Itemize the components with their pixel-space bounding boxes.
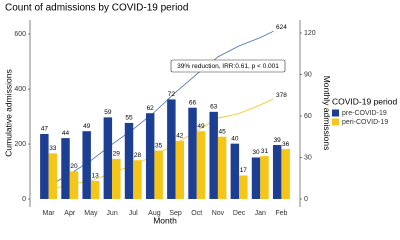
data-label: 29 [113,151,121,158]
bar [112,158,121,199]
data-label: 72 [168,91,176,98]
bar [69,171,79,199]
x-tick-label: Nov [212,210,225,217]
data-label: 17 [240,167,248,174]
end-label-bg [273,22,290,32]
data-label: 66 [189,99,197,106]
x-tick-label: Jan [255,210,266,217]
bar [154,150,163,199]
data-label: 45 [219,128,227,135]
bar [217,136,227,199]
bar [281,149,290,199]
x-tick-label: Mar [43,210,56,217]
y2-tick-label: 60 [304,113,312,120]
y-tick-label: 400 [14,86,26,93]
bar [230,143,240,199]
data-label: 59 [104,109,112,116]
data-label: 63 [210,104,218,111]
data-label: 44 [62,130,70,137]
bar [196,131,206,199]
data-label: 49 [83,123,91,130]
legend-label: pre-COVID-19 [342,110,387,117]
y2-tick-label: 90 [304,71,312,78]
bar [103,117,113,199]
bar [188,107,197,199]
x-tick-label: Oct [191,210,202,217]
x-tick-label: Aug [148,210,161,217]
data-label: 55 [125,115,133,122]
data-label: 13 [92,173,100,180]
annotation-box [170,59,286,73]
data-label: 28 [134,152,142,159]
bar [251,157,261,199]
bar [90,180,100,199]
x-axis-title: Month [153,215,177,225]
x-tick-label: Jul [129,210,138,217]
legend-swatch [332,118,339,126]
data-label: 49 [197,123,205,130]
y2-tick-label: 30 [304,154,312,161]
data-label: 40 [231,135,239,142]
bar [124,122,134,199]
x-tick-label: May [84,210,98,217]
data-label: 42 [176,133,184,140]
x-tick-label: Feb [275,210,287,217]
bar [175,140,185,199]
y2-tick-label: 120 [304,30,316,37]
bar [209,111,218,199]
bar [167,99,176,199]
bar [48,153,58,199]
bar [260,156,269,199]
bar [61,138,70,199]
y2-tick-label: 0 [304,196,308,203]
x-tick-label: Jun [106,210,117,217]
bar [133,160,142,199]
bar [145,113,155,199]
y-tick-label: 0 [22,196,26,203]
data-label: 33 [49,145,57,152]
end-label: 624 [276,24,287,31]
data-label: 62 [147,105,155,112]
legend-title: COVID-19 period [332,96,397,106]
end-label-bg [273,90,290,100]
data-label: 31 [261,148,269,155]
data-label: 30 [252,149,260,156]
x-tick-label: Sep [169,210,182,217]
legend-label: peri-COVID-19 [342,119,388,126]
bar [272,145,282,199]
data-label: 47 [41,126,49,133]
legend-swatch [332,109,339,117]
x-tick-label: Dec [233,210,246,217]
data-label: 20 [70,163,78,170]
end-label: 378 [276,92,287,99]
chart: Count of admissions by COVID-19 period M… [3,3,397,226]
annotation: 39% reduction, IRR:0.61, p < 0.001 [177,63,279,70]
bar [40,133,49,199]
bar [82,131,91,199]
data-label: 35 [155,142,163,149]
bar [239,175,248,199]
x-tick-label: Apr [64,210,76,217]
data-label: 39 [274,137,282,144]
data-label: 36 [282,141,290,148]
y-tick-label: 200 [14,141,26,148]
y2-axis-title: Monthly admissions [322,76,332,151]
chart-title: Count of admissions by COVID-19 period [5,3,188,14]
y-axis-title: Cumulative admissions [3,69,13,156]
y-tick-label: 600 [14,31,26,38]
